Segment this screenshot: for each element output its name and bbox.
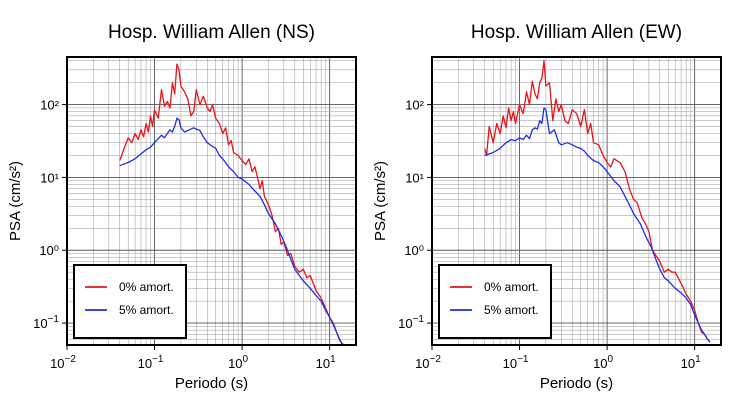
y-tick-label: 10−1: [33, 314, 59, 331]
x-tick-label: 10−1: [503, 354, 529, 371]
legend: 0% amort. 5% amort.: [73, 264, 187, 339]
series-group: [484, 60, 711, 343]
legend: 0% amort. 5% amort.: [438, 264, 552, 339]
chart-title: Hosp. William Allen (EW): [471, 22, 682, 43]
x-axis-label: Periodo (s): [540, 375, 613, 392]
series-group: [119, 63, 346, 345]
series-line-amort-0: [119, 63, 346, 345]
legend-label: 0% amort.: [119, 280, 174, 294]
plot-frame: [66, 56, 357, 346]
x-tick-label: 101: [681, 354, 701, 371]
x-tick-label: 100: [593, 354, 613, 371]
x-tick-label: 10−2: [415, 354, 441, 371]
y-tick-label: 10²: [40, 98, 59, 113]
series-line-amort-0: [484, 60, 711, 343]
gridlines: [66, 57, 357, 346]
x-tick-label: 100: [228, 354, 248, 371]
chart-title: Hosp. William Allen (NS): [108, 22, 315, 43]
series-line-amort-5: [484, 107, 711, 343]
x-tick-label: 101: [316, 354, 336, 371]
y-tick-label: 10−1: [398, 314, 424, 331]
legend-box: [438, 264, 552, 339]
gridlines: [431, 57, 722, 346]
y-axis-label: PSA (cm/s²): [372, 161, 389, 241]
legend-box: [73, 264, 187, 339]
y-tick-label: 10¹: [40, 170, 59, 185]
chart-panel-ew: 10−2 10−1 100 101 10−1 10⁰ 10¹ 10² Hosp. William…: [372, 22, 722, 392]
y-tick-label: 10¹: [405, 170, 424, 185]
plot-frame: [431, 56, 722, 346]
chart-panel-ns: 10−2 10−1 100 101 10−1 10⁰ 10¹ 10² Hosp. William…: [7, 22, 357, 392]
x-tick-label: 10−1: [138, 354, 164, 371]
y-tick-label: 10⁰: [39, 243, 59, 258]
legend-label: 0% amort.: [484, 280, 539, 294]
series-line-amort-5: [119, 117, 343, 345]
legend-label: 5% amort.: [484, 303, 539, 317]
y-axis-label: PSA (cm/s²): [7, 161, 24, 241]
legend-label: 5% amort.: [119, 303, 174, 317]
x-axis-label: Periodo (s): [175, 375, 248, 392]
y-tick-label: 10²: [405, 98, 424, 113]
x-tick-label: 10−2: [50, 354, 76, 371]
y-tick-label: 10⁰: [404, 243, 424, 258]
